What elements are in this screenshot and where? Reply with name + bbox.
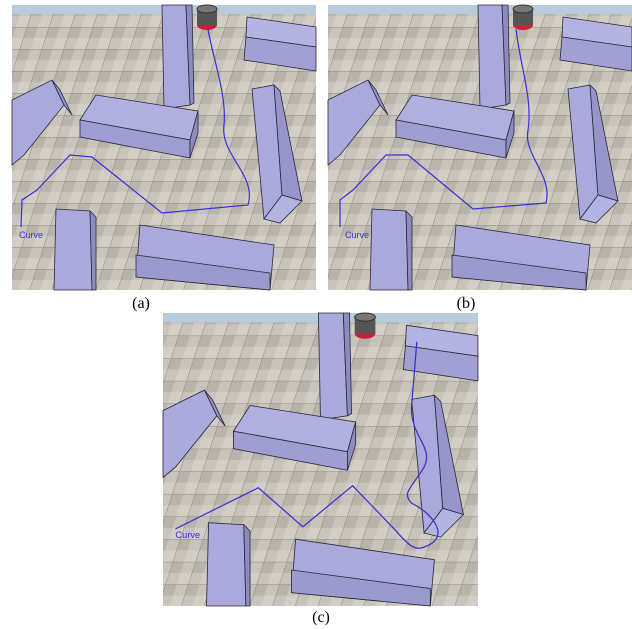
curve-label: Curve: [19, 230, 43, 240]
panel-a: Curve: [11, 4, 317, 291]
trajectory: [20, 28, 250, 228]
panel-b: Curve: [327, 4, 632, 291]
caption: (c): [312, 609, 330, 626]
trajectory: [339, 28, 548, 227]
curve-label: Curve: [175, 530, 200, 540]
trajectory: [175, 341, 439, 549]
curve-label: Curve: [345, 230, 369, 240]
caption: (b): [457, 295, 476, 312]
panel-c: Curve: [162, 312, 479, 607]
caption: (a): [132, 295, 150, 312]
